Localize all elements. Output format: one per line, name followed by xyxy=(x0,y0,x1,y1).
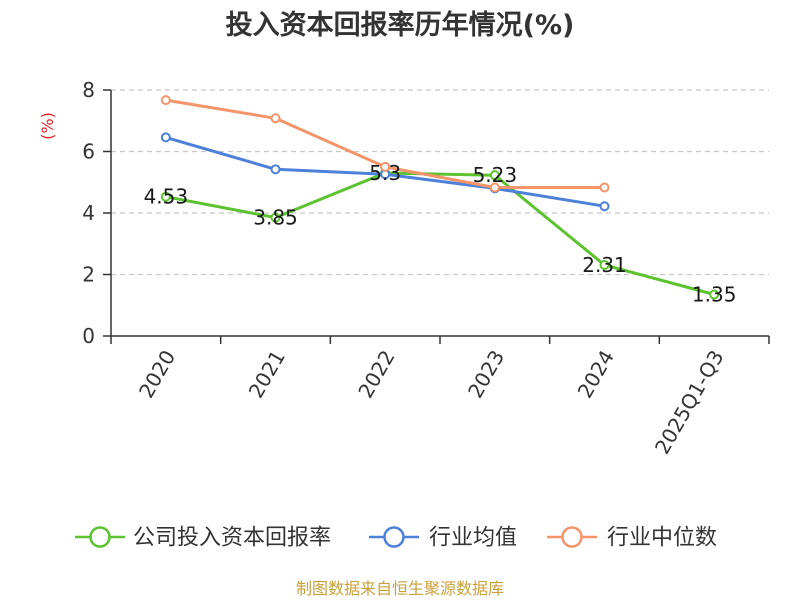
industry-median-point xyxy=(380,161,391,172)
company-roic-point xyxy=(270,212,281,223)
data-label: 2.31 xyxy=(582,253,627,277)
x-tick-label: 2022 xyxy=(353,346,399,402)
legend-label: 行业中位数 xyxy=(607,526,717,551)
chart-title: 投入资本回报率历年情况(%) xyxy=(226,9,575,41)
x-tick-label: 2025Q1-Q3 xyxy=(650,346,729,458)
company-roic-line xyxy=(164,171,716,296)
legend-item-industry-mean[interactable]: 行业均值 xyxy=(369,526,517,551)
company-roic-point xyxy=(599,259,610,270)
legend-label: 行业均值 xyxy=(429,526,517,551)
data-label: 3.85 xyxy=(253,206,298,230)
data-label: 5.3 xyxy=(369,161,401,185)
series-layer xyxy=(160,95,720,300)
y-tick-label: 4 xyxy=(82,201,95,225)
legend-marker-circle xyxy=(89,526,111,548)
x-tick-label: 2021 xyxy=(244,346,290,402)
x-tick-label: 2024 xyxy=(573,346,619,402)
company-roic-point xyxy=(160,191,171,202)
grid-layer xyxy=(111,89,769,276)
industry-mean-point xyxy=(599,201,610,212)
x-tick-label: 2023 xyxy=(463,346,509,402)
industry-median-point xyxy=(270,113,281,124)
data-label: 1.35 xyxy=(692,282,737,306)
y-axis-label: (%) xyxy=(38,112,57,140)
data-label: 5.23 xyxy=(473,163,518,187)
y-tick-label: 6 xyxy=(82,140,95,164)
x-tick-label: 2020 xyxy=(134,346,180,402)
legend-marker-circle xyxy=(561,526,583,548)
legend-label: 公司投入资本回报率 xyxy=(133,526,331,551)
data-labels: 4.53 3.85 5.3 5.23 2.31 1.35 xyxy=(144,161,737,306)
industry-mean-point xyxy=(270,164,281,175)
legend-item-industry-median[interactable]: 行业中位数 xyxy=(547,526,717,551)
industry-median-point xyxy=(160,95,171,106)
legend: 公司投入资本回报率 行业均值 行业中位数 xyxy=(75,526,717,551)
industry-mean-point xyxy=(160,132,171,143)
legend-marker-circle xyxy=(383,526,405,548)
industry-median-point xyxy=(489,182,500,193)
y-tick-label: 2 xyxy=(82,263,95,287)
data-source-footer: 制图数据来自恒生聚源数据库 xyxy=(296,579,504,598)
legend-marker-icon xyxy=(369,526,419,548)
legend-item-company-roic[interactable]: 公司投入资本回报率 xyxy=(75,526,331,551)
y-tick-label: 8 xyxy=(82,78,95,102)
company-roic-point xyxy=(489,170,500,181)
legend-marker-icon xyxy=(547,526,597,548)
axes: 0 2 4 6 8 2020 2021 2022 2023 2024 2025Q1-Q3 xyxy=(82,78,770,458)
data-label: 4.53 xyxy=(144,185,189,209)
y-tick-label: 0 xyxy=(82,324,95,348)
legend-marker-icon xyxy=(75,526,125,548)
company-roic-point xyxy=(709,289,720,300)
industry-median-point xyxy=(599,182,610,193)
